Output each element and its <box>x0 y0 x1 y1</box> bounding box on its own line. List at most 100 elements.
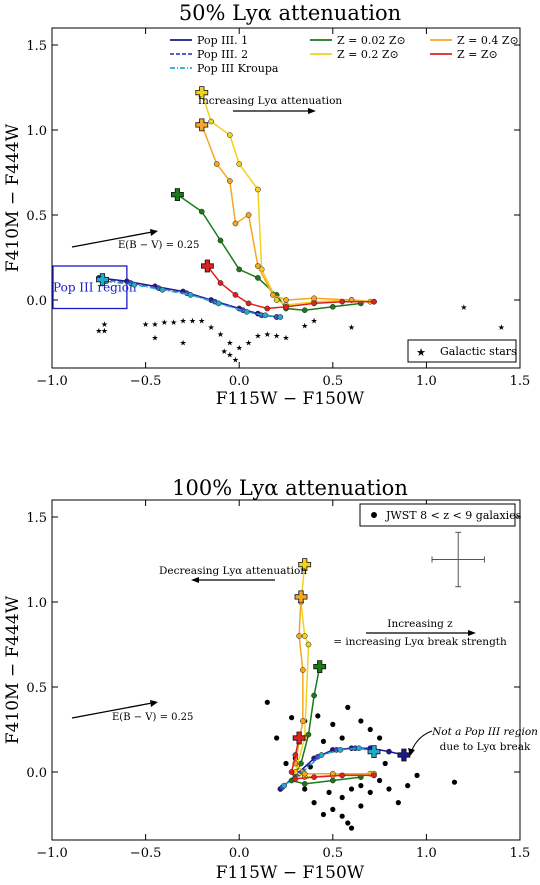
galaxy-point <box>367 726 373 733</box>
y-tick-label: 1.0 <box>26 596 47 611</box>
jwst-legend-box <box>359 503 516 527</box>
series-point <box>371 772 377 779</box>
start-marker <box>367 745 381 758</box>
start-marker <box>200 259 214 273</box>
galaxy-point <box>377 777 383 784</box>
panel-bottom-ylabel: F410M − F444W <box>3 595 23 744</box>
x-tick-label: 0.0 <box>229 374 250 389</box>
series-point <box>299 718 306 724</box>
galactic-star: ★ <box>245 339 252 348</box>
series-point <box>270 292 276 298</box>
start-marker <box>298 558 312 571</box>
galactic-star: ★ <box>101 327 108 336</box>
galactic-star: ★ <box>264 330 271 339</box>
series-point <box>301 633 308 639</box>
galactic-star: ★ <box>460 303 467 312</box>
galactic-star: ★ <box>282 333 289 342</box>
galactic-star: ★ <box>232 356 239 365</box>
y-tick-label: 0.0 <box>26 294 47 309</box>
y-tick-label: 0.5 <box>26 681 47 696</box>
y-tick-label: 1.5 <box>26 39 47 54</box>
galaxy-point <box>358 783 364 789</box>
series-point <box>131 281 138 288</box>
galaxy-point <box>367 789 373 796</box>
series-point <box>311 295 317 302</box>
galaxy-point <box>330 721 336 728</box>
galactic-star: ★ <box>273 332 280 341</box>
star-marker-icon: ★ <box>416 346 426 359</box>
series-point <box>217 237 224 244</box>
galactic-star: ★ <box>179 339 186 348</box>
start-marker <box>313 660 327 673</box>
galaxy-point <box>320 738 327 745</box>
galaxy-point <box>315 713 321 719</box>
y-tick-label: 0.5 <box>26 209 47 224</box>
galactic-star: ★ <box>226 339 233 348</box>
series-point <box>305 731 312 738</box>
galaxy-point <box>358 803 364 809</box>
start-marker <box>96 273 109 287</box>
galactic-star: ★ <box>151 320 158 329</box>
series-point <box>311 300 317 307</box>
galaxy-point <box>289 715 295 721</box>
series-point <box>298 760 304 767</box>
series-point <box>217 280 224 286</box>
series-point <box>296 633 302 639</box>
legend-label: Z = 0.4 Z⊙ <box>457 34 519 47</box>
galaxy-marker-icon <box>371 512 377 518</box>
series-point <box>273 297 280 303</box>
start-marker <box>292 731 306 745</box>
series-point <box>215 300 222 307</box>
jwst-legend-label: JWST 8 < z < 9 galaxies <box>385 509 522 522</box>
galactic-star: ★ <box>208 323 215 332</box>
series-point <box>159 286 166 293</box>
series-point <box>232 220 239 227</box>
galaxy-point <box>348 825 355 831</box>
series-point <box>187 292 194 298</box>
galactic-star: ★ <box>198 316 205 325</box>
galaxy-point <box>377 735 383 741</box>
legend-label: Z = 0.02 Z⊙ <box>337 34 406 47</box>
y-tick-label: 1.5 <box>26 511 47 526</box>
panel-bottom-xlabel: F115W − F150W <box>216 863 365 883</box>
series-point <box>213 161 220 167</box>
series-point <box>339 772 346 779</box>
series-point <box>305 641 312 648</box>
arrow-lya-break-label: = increasing Lyα break strength <box>333 636 507 648</box>
series-point <box>337 747 344 753</box>
panel-top-frame <box>51 27 521 369</box>
jwst-galaxies <box>264 699 458 831</box>
series-point <box>386 748 392 755</box>
series-point <box>311 692 317 699</box>
galaxy-point <box>330 806 336 813</box>
start-marker <box>397 748 411 762</box>
x-tick-label: 0.0 <box>229 846 250 861</box>
start-marker <box>294 590 308 604</box>
series-point <box>329 777 336 784</box>
start-marker <box>195 118 209 132</box>
series-point <box>292 752 299 758</box>
series-point <box>264 305 271 312</box>
arrow-ebv <box>71 231 153 248</box>
series-point <box>281 782 287 789</box>
series-point <box>283 303 289 310</box>
galaxy-point <box>405 783 411 789</box>
series-point <box>198 208 205 215</box>
series-point <box>245 300 252 307</box>
series-point <box>245 212 252 218</box>
galactic-stars-legend-box <box>407 339 517 363</box>
arrowhead-ebv-bottom <box>150 700 158 707</box>
galactic-star: ★ <box>226 350 233 359</box>
series-point <box>232 292 239 298</box>
galaxy-point <box>339 813 345 819</box>
galactic-stars: ★★★★ ★ ★ ★ ★ ★ ★★★★★★★ ★ ★ ★★★★★★★★★★★ <box>95 303 505 365</box>
ebv-label-bottom: E(B − V) = 0.25 <box>112 712 193 723</box>
galaxy-point <box>274 735 280 741</box>
galaxy-point <box>311 800 317 806</box>
galaxy-point <box>358 718 364 724</box>
panel-bottom-start-markers <box>292 558 411 762</box>
panel-bottom-ticks: −1.0 −0.5 0.0 0.5 1.0 1.5 0.0 0.5 1.0 1.5 <box>26 500 530 861</box>
galaxy-point <box>264 699 270 705</box>
